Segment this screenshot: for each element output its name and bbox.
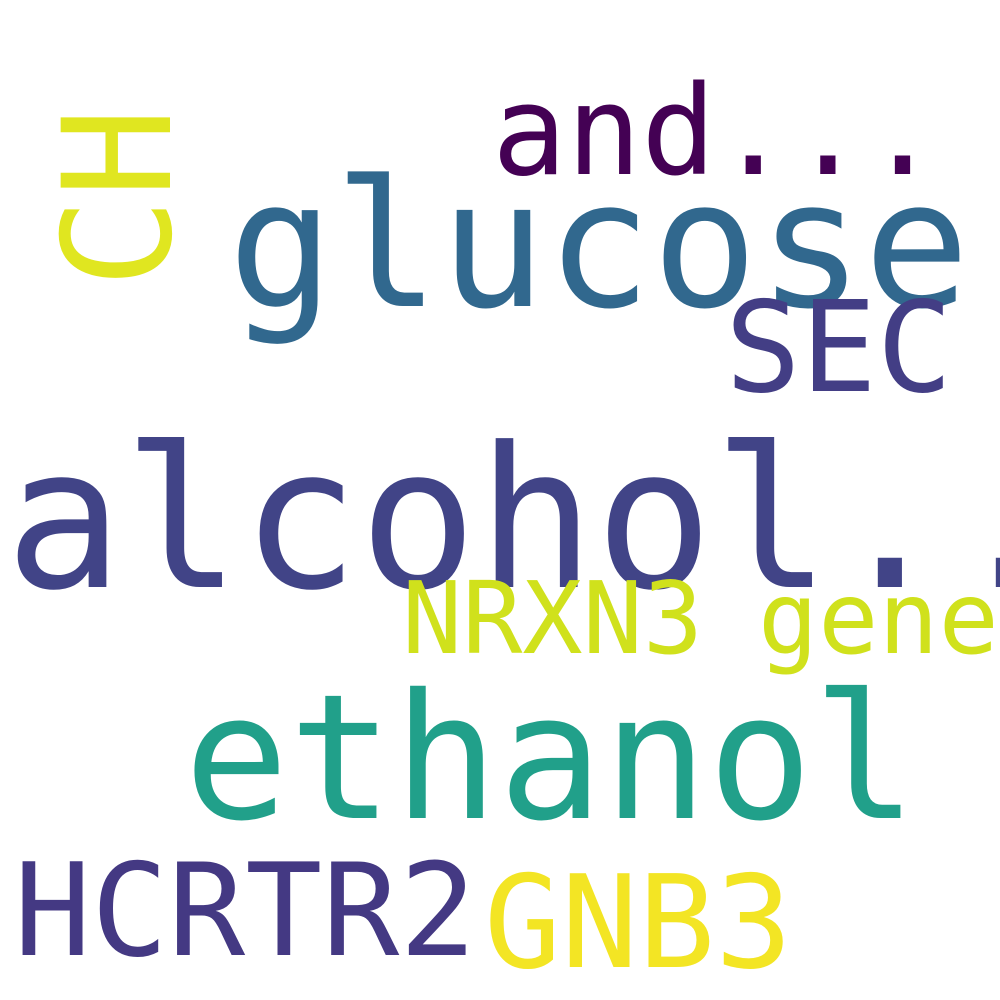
word-glucose: glucose: [228, 143, 970, 348]
word-ethanol: ethanol: [184, 657, 918, 860]
word-gene: gene: [758, 560, 999, 677]
word-sec: SEC: [725, 274, 953, 421]
word-hcrtr2: HCRTR2: [14, 837, 477, 986]
word-and: and...: [492, 60, 940, 204]
word-nrxn3: NRXN3: [402, 560, 704, 677]
word-gnb3: GNB3: [484, 849, 793, 998]
word-ch: CH: [32, 107, 206, 288]
word-alcohol: alcohol...: [5, 406, 1000, 634]
